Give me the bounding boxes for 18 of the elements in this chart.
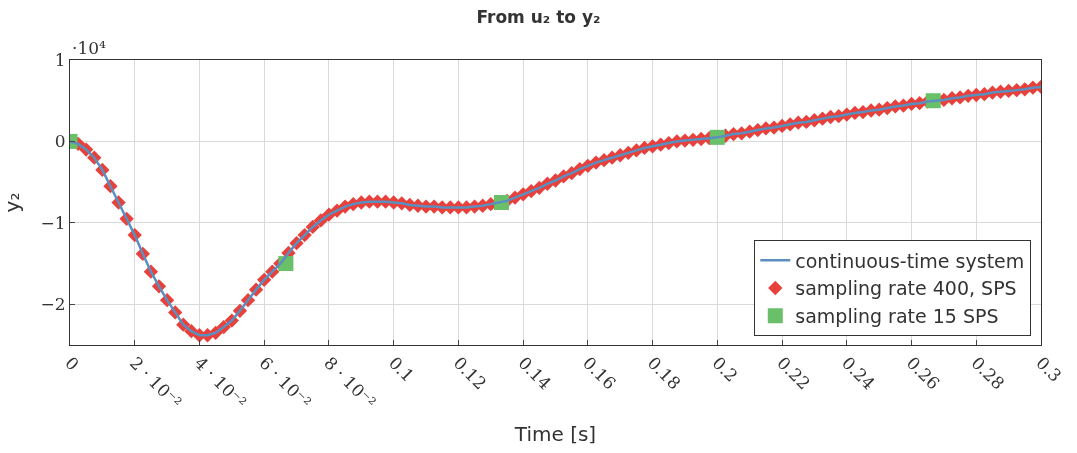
chart-title: From u₂ to y₂ xyxy=(476,7,601,28)
y-axis-title: y₂ xyxy=(0,192,25,213)
legend-label: sampling rate 400, SPS xyxy=(795,277,1017,300)
x-tick-label: 0.1 xyxy=(384,352,419,386)
x-tick-label: 8 · 10⁻² xyxy=(320,352,380,413)
x-tick-label: 0.2 xyxy=(708,352,742,386)
x-tick-label: 2 · 10⁻² xyxy=(125,352,186,413)
y-tick-label: 1 xyxy=(54,49,66,70)
text: ·10⁴ xyxy=(72,38,107,58)
y-tick-label: −1 xyxy=(40,212,66,233)
y-tick-label: 0 xyxy=(54,131,66,152)
x-tick-label: 6 · 10⁻² xyxy=(255,352,316,413)
x-tick-label: 4 · 10⁻² xyxy=(190,352,251,413)
x-axis-title: Time [s] xyxy=(513,421,597,446)
y-tick-label: −2 xyxy=(40,294,66,315)
x-tick-label: 0.3 xyxy=(1032,352,1066,386)
legend-label: sampling rate 15 SPS xyxy=(795,305,999,328)
legend-label: continuous-time system xyxy=(795,249,1025,272)
